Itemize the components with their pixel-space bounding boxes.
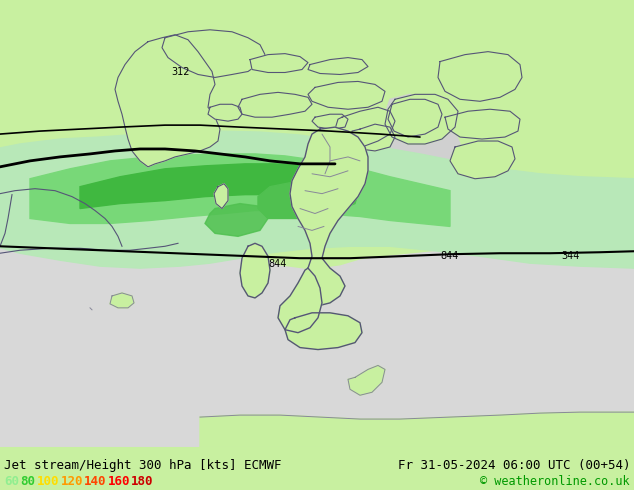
Text: 160: 160 <box>108 475 130 489</box>
Text: 140: 140 <box>84 475 107 489</box>
Polygon shape <box>214 184 228 209</box>
Polygon shape <box>308 58 368 74</box>
Text: 60: 60 <box>4 475 19 489</box>
Text: 344: 344 <box>561 251 579 261</box>
Text: Fr 31-05-2024 06:00 UTC (00+54): Fr 31-05-2024 06:00 UTC (00+54) <box>398 459 630 472</box>
Polygon shape <box>438 51 522 101</box>
Polygon shape <box>308 81 385 109</box>
Polygon shape <box>240 244 270 298</box>
Polygon shape <box>30 154 450 226</box>
Polygon shape <box>110 293 134 308</box>
Polygon shape <box>80 164 330 209</box>
Text: 844: 844 <box>269 259 287 269</box>
Polygon shape <box>335 107 395 147</box>
Polygon shape <box>115 35 220 167</box>
Polygon shape <box>0 131 634 268</box>
Text: 180: 180 <box>131 475 153 489</box>
Polygon shape <box>250 53 308 73</box>
Text: 100: 100 <box>37 475 60 489</box>
Text: Jet stream/Height 300 hPa [kts] ECMWF: Jet stream/Height 300 hPa [kts] ECMWF <box>4 459 281 472</box>
Polygon shape <box>278 268 322 333</box>
Polygon shape <box>330 147 388 177</box>
Polygon shape <box>385 95 458 144</box>
Polygon shape <box>162 30 265 77</box>
Polygon shape <box>200 412 634 447</box>
Polygon shape <box>450 141 515 179</box>
Polygon shape <box>208 104 242 121</box>
Text: 120: 120 <box>60 475 83 489</box>
Polygon shape <box>290 127 368 306</box>
Polygon shape <box>352 124 395 151</box>
Polygon shape <box>445 109 520 139</box>
Polygon shape <box>258 177 360 219</box>
Polygon shape <box>285 313 362 349</box>
Polygon shape <box>205 203 268 236</box>
Text: © weatheronline.co.uk: © weatheronline.co.uk <box>481 475 630 489</box>
Polygon shape <box>0 240 634 447</box>
Text: 80: 80 <box>20 475 36 489</box>
Polygon shape <box>388 99 442 137</box>
Text: 312: 312 <box>172 68 190 77</box>
Polygon shape <box>238 92 312 117</box>
Text: 844: 844 <box>441 251 459 261</box>
Polygon shape <box>348 366 385 395</box>
Polygon shape <box>312 114 348 129</box>
Polygon shape <box>382 95 460 184</box>
